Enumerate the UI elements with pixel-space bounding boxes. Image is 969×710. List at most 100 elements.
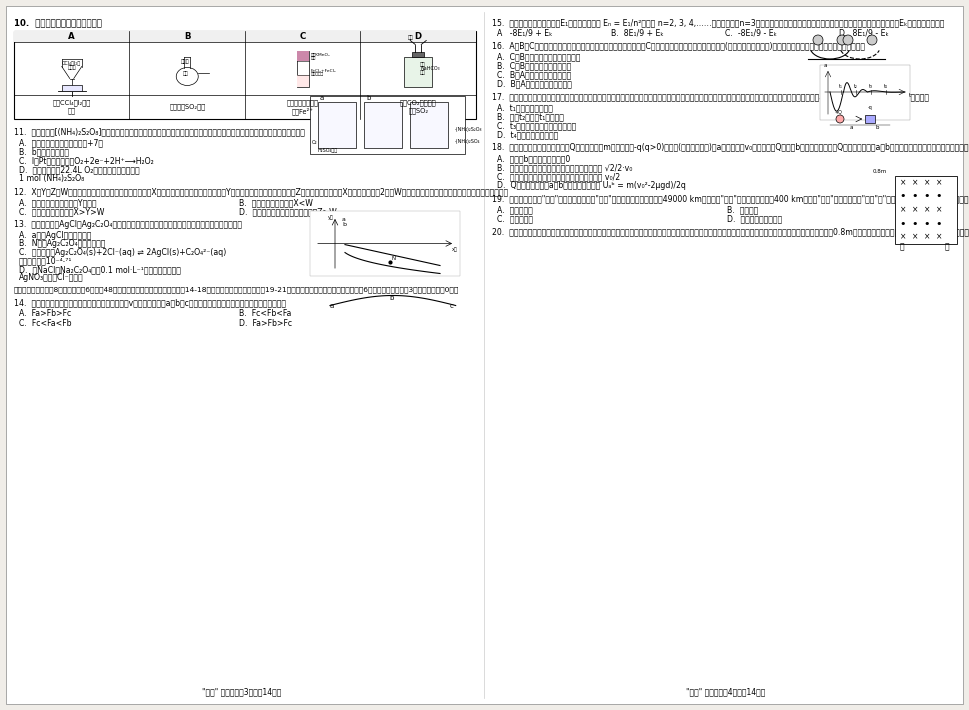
Text: "二诊" 理综试卷第4页（共14页）: "二诊" 理综试卷第4页（共14页） bbox=[686, 687, 766, 696]
Text: B.  N点为Ag₂C₂O₄的过饱和溶液: B. N点为Ag₂C₂O₄的过饱和溶液 bbox=[19, 239, 106, 248]
Text: B.  Fc<Fb<Fa: B. Fc<Fb<Fa bbox=[239, 310, 292, 319]
Text: 20.  如图甲是游乐园常见的跳楼机，跳楼机的电磁式制动原理如图乙所示，跳楼机主干柱体上交替分布着大小相等、方向相反的匀强磁场，每块磁场区域的宽度均为0.8m，: 20. 如图甲是游乐园常见的跳楼机，跳楼机的电磁式制动原理如图乙所示，跳楼机主干… bbox=[492, 227, 969, 236]
Text: a: a bbox=[824, 63, 828, 68]
Text: b: b bbox=[389, 295, 393, 300]
Text: a: a bbox=[320, 95, 325, 101]
Bar bbox=[62, 84, 81, 90]
Text: 17.  智能手机有许多的传感器，如加速度传感器，小明用手平托着手机，迅速向下运动，然后停止，以竖直向上为正方向，手机记录了手机竖直方向的加速度a随时间t变化的: 17. 智能手机有许多的传感器，如加速度传感器，小明用手平托着手机，迅速向下运动… bbox=[492, 92, 929, 101]
Text: •: • bbox=[900, 219, 906, 229]
Text: ×: × bbox=[923, 233, 930, 241]
Text: D.  Fa>Fb>Fc: D. Fa>Fb>Fc bbox=[239, 319, 292, 327]
Bar bbox=[14, 31, 476, 119]
Text: O₂: O₂ bbox=[312, 140, 318, 145]
Text: C.  Fc<Fa<Fb: C. Fc<Fa<Fb bbox=[19, 319, 72, 327]
Text: A.  C对B的作用力大小和方向都不变: A. C对B的作用力大小和方向都不变 bbox=[497, 52, 580, 61]
Text: ×: × bbox=[912, 205, 919, 214]
Text: A.  过二硫酸铵中硫的化合价为+7价: A. 过二硫酸铵中硫的化合价为+7价 bbox=[19, 138, 103, 147]
Text: A.  a代表AgCl溶解平衡图像: A. a代表AgCl溶解平衡图像 bbox=[19, 231, 91, 240]
Text: 1 mol (NH₄)₂S₂O₈: 1 mol (NH₄)₂S₂O₈ bbox=[19, 174, 84, 183]
Text: NaHCO₃: NaHCO₃ bbox=[421, 66, 440, 71]
Text: 溶液: 溶液 bbox=[311, 57, 316, 60]
Text: B.  手机t₂时刻比t₁速度更小: B. 手机t₂时刻比t₁速度更小 bbox=[497, 112, 564, 121]
Text: D.  8E₁/9 - Eₖ: D. 8E₁/9 - Eₖ bbox=[839, 29, 889, 38]
Text: 除去CO₂气体中的
少量SO₂: 除去CO₂气体中的 少量SO₂ bbox=[400, 100, 437, 114]
Text: 酸性KMnO₄: 酸性KMnO₄ bbox=[311, 53, 330, 57]
Bar bbox=[310, 211, 460, 276]
Text: D.  最高价氧化物的水化物的酸性：Z>W: D. 最高价氧化物的水化物的酸性：Z>W bbox=[239, 207, 337, 216]
Text: 浓硫酸: 浓硫酸 bbox=[181, 58, 190, 63]
Text: B: B bbox=[184, 32, 191, 41]
Text: B.  简单氢化物的沸点：X<W: B. 简单氢化物的沸点：X<W bbox=[239, 198, 313, 207]
Text: t₃: t₃ bbox=[869, 84, 873, 89]
Text: A: A bbox=[69, 32, 75, 41]
Bar bbox=[410, 102, 448, 148]
Circle shape bbox=[843, 35, 853, 45]
Text: t₁: t₁ bbox=[839, 84, 843, 89]
Text: 饱和: 饱和 bbox=[421, 62, 426, 67]
Text: t: t bbox=[909, 93, 911, 98]
Text: A   -8E₁/9 + Eₖ: A -8E₁/9 + Eₖ bbox=[497, 29, 552, 38]
Text: B.  8E₁/9 + Eₖ: B. 8E₁/9 + Eₖ bbox=[611, 29, 664, 38]
Text: •: • bbox=[923, 192, 930, 202]
Text: 铜粉: 铜粉 bbox=[182, 70, 188, 75]
Text: B.  C对B的作用力先增加后减小: B. C对B的作用力先增加后减小 bbox=[497, 61, 572, 70]
Text: A.  t₁时刻手机速度最大: A. t₁时刻手机速度最大 bbox=[497, 103, 553, 112]
Text: CCl₄和I₂的: CCl₄和I₂的 bbox=[62, 60, 81, 65]
Text: ×: × bbox=[936, 233, 942, 241]
Bar bbox=[364, 102, 402, 148]
Bar bbox=[895, 176, 957, 244]
Text: -(NH₄)₂S₂O₈: -(NH₄)₂S₂O₈ bbox=[455, 128, 483, 133]
Text: 10.  下列实验能达到实验目的的是: 10. 下列实验能达到实验目的的是 bbox=[14, 18, 102, 27]
Bar bbox=[404, 57, 432, 87]
Text: ×: × bbox=[900, 178, 906, 187]
Bar bbox=[297, 75, 309, 87]
Text: 证明混合溶液中有
少量Fe²⁺: 证明混合溶液中有 少量Fe²⁺ bbox=[287, 99, 319, 115]
Text: C.  t₃时刻手受的压力比手机重力小: C. t₃时刻手受的压力比手机重力小 bbox=[497, 121, 577, 130]
Circle shape bbox=[837, 35, 847, 45]
Text: a: a bbox=[342, 217, 346, 222]
Ellipse shape bbox=[176, 67, 199, 85]
Text: b: b bbox=[342, 222, 346, 227]
Text: b: b bbox=[366, 95, 370, 101]
Text: 14.  如图所示，一辆电动车在水平地面上以恒定速率v行驶，依次通过a、b、c三点，该电动车在这三个点的向心力大小关系是: 14. 如图所示，一辆电动车在水平地面上以恒定速率v行驶，依次通过a、b、c三点… bbox=[14, 298, 286, 307]
Text: 12.  X、Y、Z、W是原子序数依次增大的四种短周期元素，X氢化物的水溶液可用于刻蚀玻璃，Y是地壳中含量最高的金属元素，Z原子的核外电子数是X最外层电子数的2: 12. X、Y、Z、W是原子序数依次增大的四种短周期元素，X氢化物的水溶液可用于… bbox=[14, 187, 508, 196]
Text: ×: × bbox=[936, 205, 942, 214]
Bar bbox=[297, 50, 309, 87]
Text: 13.  一定温度下，AgCl和Ag₂C₂O₄两种难溶化合物的溶解平衡曲线如图所示，下列说法中错误的是: 13. 一定温度下，AgCl和Ag₂C₂O₄两种难溶化合物的溶解平衡曲线如图所示… bbox=[14, 220, 242, 229]
Circle shape bbox=[813, 35, 823, 45]
Text: b: b bbox=[876, 125, 880, 130]
Text: A.  滑块在b点的加速度一定为0: A. 滑块在b点的加速度一定为0 bbox=[497, 154, 570, 163]
Text: B.  周期更大: B. 周期更大 bbox=[727, 205, 759, 214]
Text: D.  向NaCl、Na₂C₂O₄均为0.1 mol·L⁻¹的混合溶液中滴加: D. 向NaCl、Na₂C₂O₄均为0.1 mol·L⁻¹的混合溶液中滴加 bbox=[19, 265, 181, 274]
Text: •: • bbox=[912, 192, 919, 202]
Text: D.  受地球引力一定更小: D. 受地球引力一定更小 bbox=[727, 214, 782, 223]
Bar bbox=[865, 115, 875, 123]
Text: 溶液: 溶液 bbox=[421, 70, 426, 75]
Circle shape bbox=[867, 35, 877, 45]
Text: D: D bbox=[415, 32, 422, 41]
Text: 制取少量SO₂气体: 制取少量SO₂气体 bbox=[170, 104, 205, 110]
Text: C.  -8E₁/9 - Eₖ: C. -8E₁/9 - Eₖ bbox=[725, 29, 777, 38]
Text: •: • bbox=[923, 219, 930, 229]
Text: -q: -q bbox=[867, 105, 872, 110]
Text: 19.  根据西游记关于"天庭"的描述，可推算出"天庭"绕地心一周运动的路程约49000 km，我国的"天宫"空间站距地面高约400 km，假如"天庭"真实存在: 19. 根据西游记关于"天庭"的描述，可推算出"天庭"绕地心一周运动的路程约49… bbox=[492, 194, 969, 203]
Text: D.  t₄时刻手受的压力最大: D. t₄时刻手受的压力最大 bbox=[497, 130, 558, 139]
Text: ×: × bbox=[923, 205, 930, 214]
Text: ×: × bbox=[912, 233, 919, 241]
Text: ×: × bbox=[900, 233, 906, 241]
Bar bbox=[318, 102, 356, 148]
Text: y轴: y轴 bbox=[328, 215, 333, 220]
Text: C: C bbox=[299, 32, 306, 41]
Text: x轴: x轴 bbox=[452, 248, 457, 253]
Text: 18.  绝缘水平面上固定一正点电荷Q，另一质量为m、电荷量为-q(q>0)的滑块(可看做点电荷)从a点以初速度v₀沿水平面向Q运动，b点为滑块运动中距Q最近的: 18. 绝缘水平面上固定一正点电荷Q，另一质量为m、电荷量为-q(q>0)的滑块… bbox=[492, 143, 969, 152]
Text: t₄: t₄ bbox=[885, 84, 889, 89]
Text: A.  Fa>Fb>Fc: A. Fa>Fb>Fc bbox=[19, 310, 72, 319]
Bar bbox=[412, 52, 424, 57]
Text: 11.  过二硫酸铵[(NH₄)₂S₂O₈]可用作氧化剂、漂白剂，利用电解法制备过二硫酸铵和过氧化氢的装置如图所示，下列说法错误的是: 11. 过二硫酸铵[(NH₄)₂S₂O₈]可用作氧化剂、漂白剂，利用电解法制备过… bbox=[14, 127, 305, 136]
Text: D.  标准状况下，22.4L O₂参与反应，理论上产生: D. 标准状况下，22.4L O₂参与反应，理论上产生 bbox=[19, 165, 140, 174]
Text: 16.  A、B、C三个物体叠放在一起如图中实线所示，用力作用在物体C上，缓慢拉到虚线所示位置的过程中(可一直视为平衡状态)，三个物体始终相对静止，下列说法正确: 16. A、B、C三个物体叠放在一起如图中实线所示，用力作用在物体C上，缓慢拉到… bbox=[492, 41, 865, 50]
Text: B.  b连接电源的正极: B. b连接电源的正极 bbox=[19, 147, 69, 156]
Text: 混合物: 混合物 bbox=[68, 65, 76, 70]
Bar bbox=[297, 50, 309, 60]
Text: 乙: 乙 bbox=[945, 242, 950, 251]
